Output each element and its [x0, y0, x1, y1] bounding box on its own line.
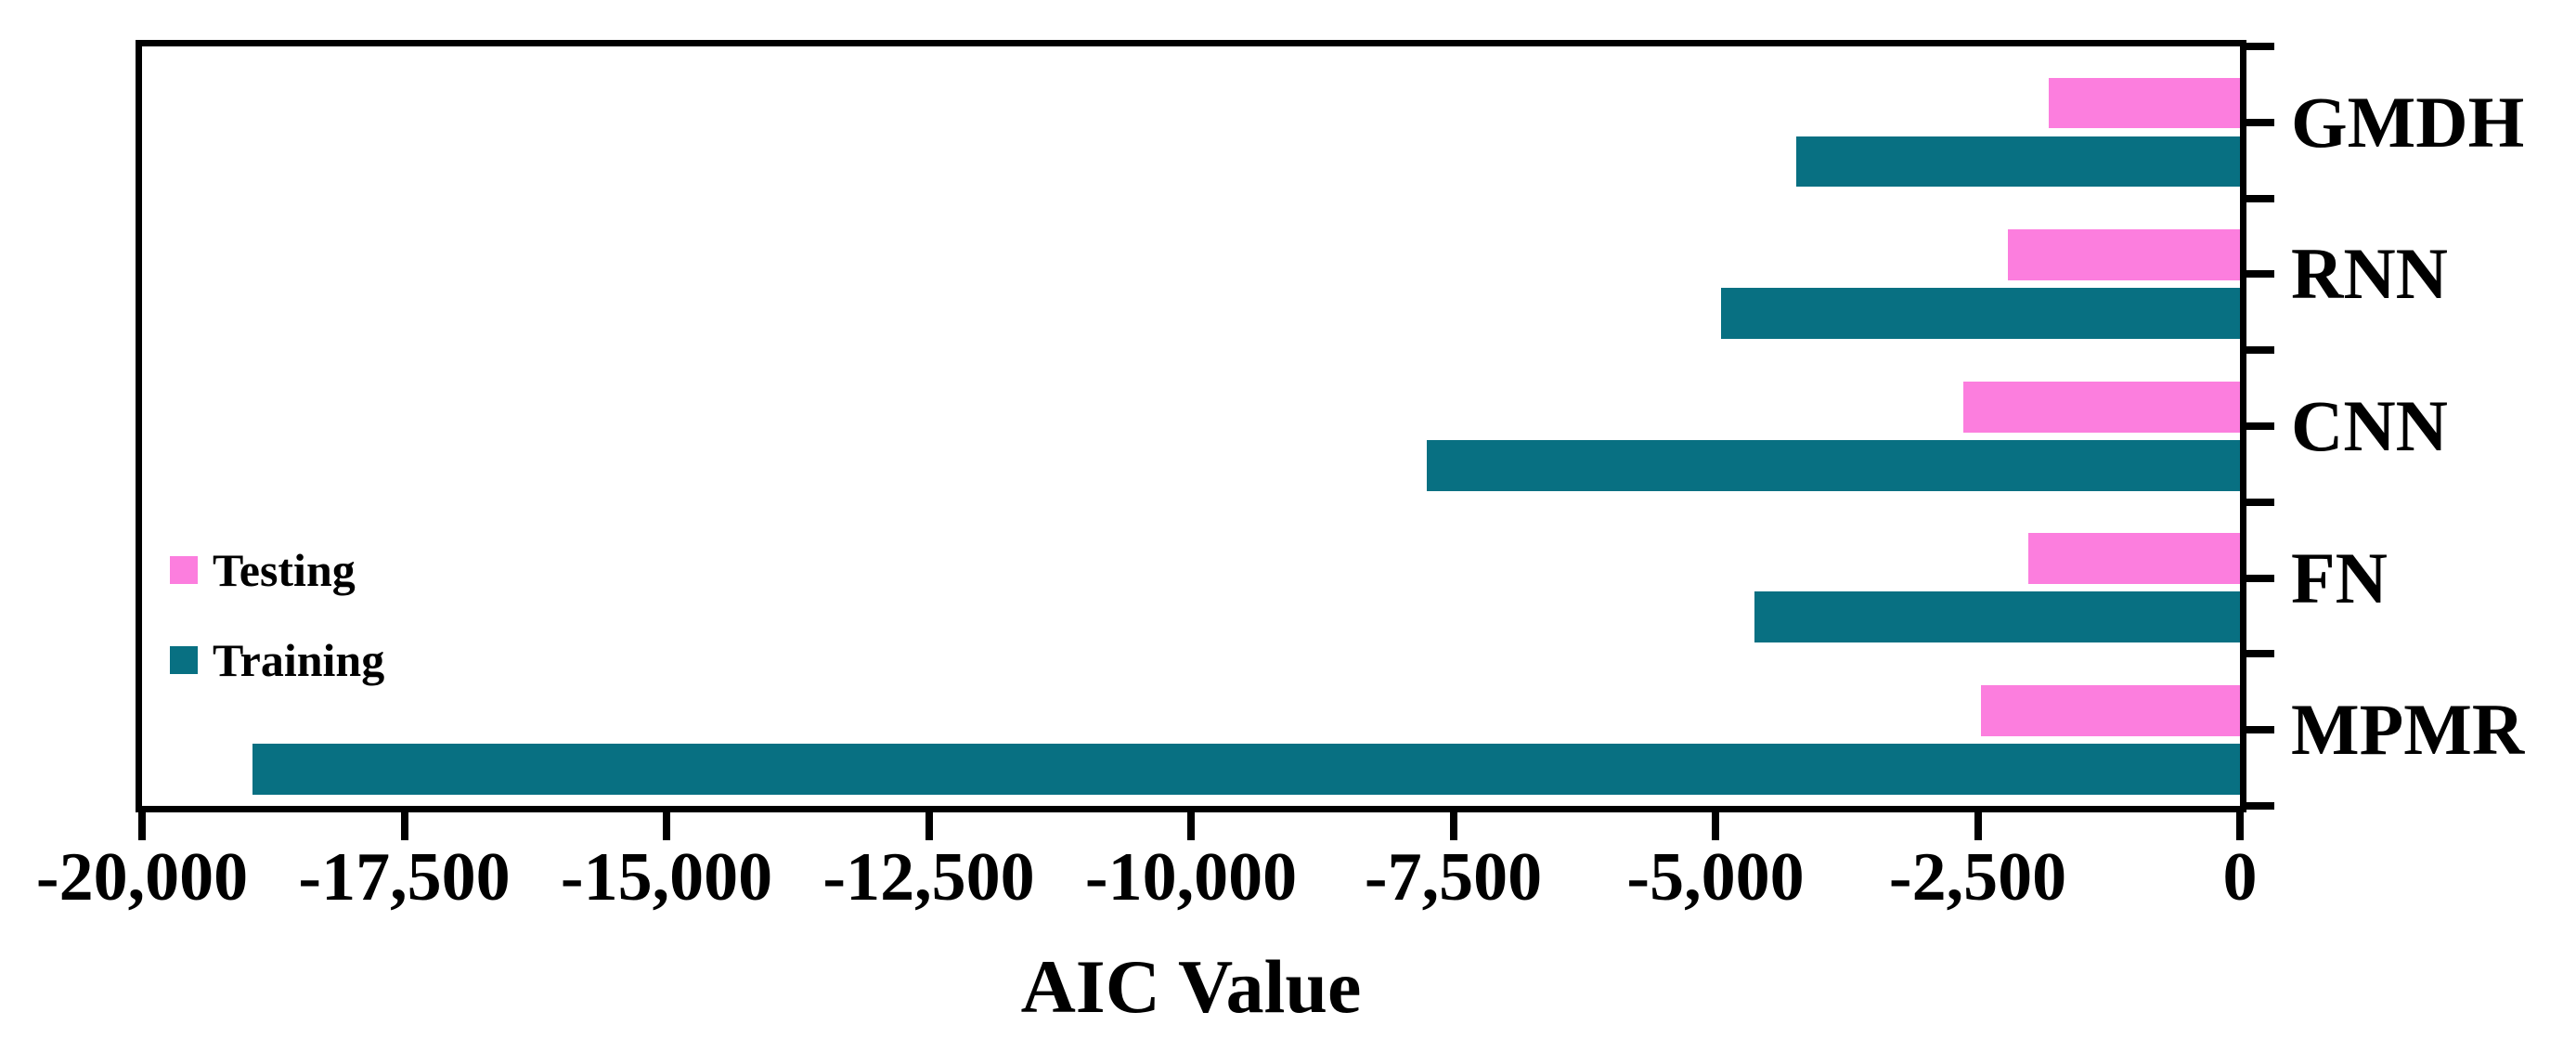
bar-training-cnn	[1427, 439, 2240, 491]
x-tick-mark	[2236, 806, 2244, 840]
x-tick-mark	[1187, 806, 1195, 840]
y-tick-mark	[2240, 498, 2274, 506]
category-label-cnn: CNN	[2291, 385, 2448, 466]
legend-label-training: Training	[213, 634, 385, 686]
y-tick-mark	[2240, 726, 2274, 734]
x-tick-mark	[1449, 806, 1457, 840]
x-tick-mark	[138, 806, 146, 840]
category-label-fn: FN	[2291, 537, 2388, 618]
y-tick-mark	[2240, 346, 2274, 355]
category-label-rnn: RNN	[2291, 233, 2448, 315]
legend-swatch-training	[170, 646, 198, 674]
x-tick-label: -12,500	[822, 839, 1035, 915]
x-tick-label: -15,000	[560, 839, 773, 915]
bar-training-gmdh	[1796, 136, 2240, 188]
x-tick-mark	[400, 806, 408, 840]
x-tick-mark	[925, 806, 933, 840]
legend-swatch-testing	[170, 556, 198, 584]
bar-training-fn	[1754, 591, 2240, 643]
bar-testing-mpmr	[1980, 684, 2240, 736]
bar-testing-fn	[2027, 533, 2240, 585]
bar-training-mpmr	[252, 743, 2240, 795]
x-tick-label: -10,000	[1084, 839, 1298, 915]
y-tick-mark	[2240, 43, 2274, 50]
bar-training-rnn	[1720, 288, 2240, 339]
bar-testing-gmdh	[2049, 77, 2240, 129]
legend-item-testing: Testing	[170, 540, 356, 600]
x-tick-mark	[1712, 806, 1719, 840]
x-tick-label: -7,500	[1364, 839, 1543, 915]
bar-testing-cnn	[1962, 381, 2240, 433]
y-tick-mark	[2240, 270, 2274, 279]
legend-label-testing: Testing	[213, 544, 356, 596]
y-tick-mark	[2240, 650, 2274, 658]
bar-testing-rnn	[2008, 229, 2240, 280]
category-label-gmdh: GMDH	[2291, 81, 2525, 162]
y-tick-mark	[2240, 118, 2274, 126]
x-tick-label: 0	[2222, 839, 2258, 915]
legend-item-training: Training	[170, 630, 384, 690]
plot-area: AIC Value GMDH RNN CNN FN MPMR -20,000 -17,500…	[36, 40, 2524, 1025]
y-tick-mark	[2240, 194, 2274, 202]
x-tick-mark	[663, 806, 670, 840]
x-tick-label: -2,500	[1888, 839, 2067, 915]
x-tick-label: -20,000	[35, 839, 249, 915]
y-tick-mark	[2240, 802, 2274, 810]
y-tick-mark	[2240, 574, 2274, 582]
x-axis-title: AIC Value	[1020, 944, 1362, 1029]
x-tick-mark	[1974, 806, 1982, 840]
x-tick-label: -5,000	[1626, 839, 1805, 915]
category-label-mpmr: MPMR	[2291, 689, 2525, 771]
x-tick-label: -17,500	[298, 839, 511, 915]
y-tick-mark	[2240, 422, 2274, 430]
